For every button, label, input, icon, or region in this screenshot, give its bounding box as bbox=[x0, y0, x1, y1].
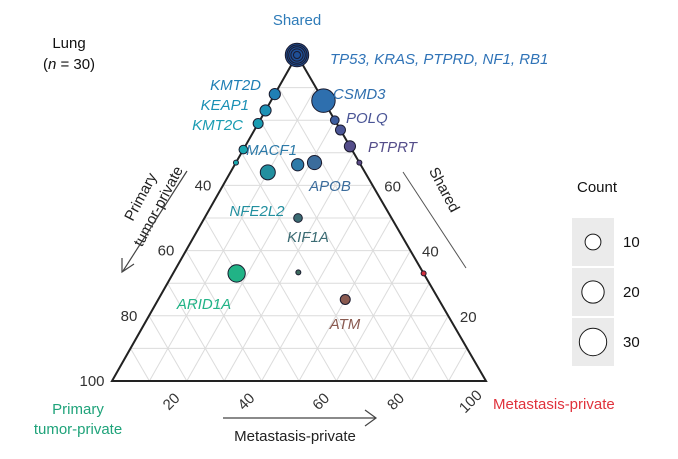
panel-subtitle-open: ( bbox=[43, 56, 48, 73]
tick-label-left: 60 bbox=[158, 243, 175, 260]
data-point bbox=[238, 144, 249, 155]
gene-label: KEAP1 bbox=[201, 97, 249, 114]
grid-line bbox=[410, 315, 449, 382]
corner-label-metastasis-private: Metastasis-private bbox=[493, 396, 615, 413]
gene-label: CSMD3 bbox=[333, 86, 386, 103]
gene-labels: TP53, KRAS, PTPRD, NF1, RB1 CSMD3 POLQ PTPR… bbox=[176, 51, 549, 333]
gene-label: MACF1 bbox=[246, 142, 297, 159]
tick-label-right: 20 bbox=[460, 309, 477, 326]
tick-label-right: 60 bbox=[384, 178, 401, 195]
data-point bbox=[329, 115, 340, 126]
gene-label: KIF1A bbox=[287, 229, 329, 246]
panel-title: Lung bbox=[52, 35, 85, 52]
grid-line bbox=[335, 250, 411, 382]
data-point bbox=[420, 270, 427, 277]
data-point bbox=[291, 158, 305, 172]
gene-label: KMT2C bbox=[192, 117, 243, 134]
data-point bbox=[259, 164, 276, 181]
data-point bbox=[339, 294, 351, 305]
gene-label: ARID1A bbox=[176, 296, 231, 313]
data-point bbox=[259, 104, 272, 117]
gene-label: APOB bbox=[308, 178, 351, 195]
data-point bbox=[293, 213, 303, 223]
grid-line bbox=[148, 315, 188, 382]
data-point bbox=[232, 159, 239, 166]
legend-label: 10 bbox=[623, 234, 640, 251]
gene-label: KMT2D bbox=[210, 77, 261, 94]
grid-line bbox=[278, 87, 450, 382]
axis-arrow-bottom bbox=[223, 409, 378, 427]
grid-line bbox=[148, 87, 317, 382]
corner-label-tumor-private: tumor-private bbox=[34, 421, 122, 438]
grid-line bbox=[204, 217, 300, 382]
panel-subtitle-rest: = 30) bbox=[56, 56, 95, 73]
grid-line bbox=[223, 152, 355, 382]
corner-label-shared: Shared bbox=[273, 12, 321, 29]
legend-label: 30 bbox=[623, 334, 640, 351]
data-point bbox=[343, 140, 357, 153]
axis-title-right: Shared bbox=[425, 165, 463, 216]
legend-label: 20 bbox=[623, 284, 640, 301]
gene-label: POLQ bbox=[346, 110, 388, 127]
legend-circle bbox=[578, 327, 608, 357]
tick-label-bottom: 60 bbox=[309, 390, 333, 414]
tick-label-bottom: 40 bbox=[235, 390, 259, 414]
tick-label-left: 100 bbox=[79, 373, 104, 390]
tick-label-bottom: 20 bbox=[160, 390, 184, 414]
tick-label-left: 80 bbox=[121, 308, 138, 325]
data-point bbox=[292, 50, 302, 60]
corner-label-primary: Primary bbox=[52, 401, 104, 418]
gene-label: TP53, KRAS, PTPRD, NF1, RB1 bbox=[330, 51, 548, 68]
gene-label: NFE2L2 bbox=[229, 203, 285, 220]
grid-line bbox=[373, 282, 430, 382]
data-point bbox=[268, 88, 281, 101]
tick-label-bottom: 100 bbox=[456, 387, 486, 417]
panel-subtitle: (n = 30) bbox=[43, 56, 95, 73]
grid-line bbox=[167, 282, 225, 382]
panel-subtitle-n: n bbox=[48, 56, 56, 73]
grid-line bbox=[241, 152, 375, 382]
data-point bbox=[295, 269, 302, 276]
legend-circle bbox=[584, 233, 602, 251]
legend-circle bbox=[581, 280, 605, 304]
tick-label-right: 40 bbox=[422, 244, 439, 261]
triangle-frame bbox=[110, 52, 488, 382]
legend-title: Count bbox=[577, 179, 618, 196]
data-point bbox=[288, 46, 306, 64]
data-point bbox=[286, 44, 308, 66]
tick-label-left: 40 bbox=[195, 177, 212, 194]
size-legend: 10 20 30 bbox=[572, 218, 640, 366]
data-points bbox=[227, 42, 427, 305]
grid-line bbox=[130, 348, 150, 382]
data-point bbox=[306, 155, 323, 171]
data-point bbox=[311, 88, 336, 113]
axis-title-bottom: Metastasis-private bbox=[234, 428, 356, 445]
data-point bbox=[227, 264, 246, 283]
gene-label: PTPRT bbox=[368, 139, 419, 156]
grid-line bbox=[448, 348, 468, 382]
tick-label-bottom: 80 bbox=[384, 390, 408, 414]
data-point bbox=[356, 159, 363, 166]
data-point bbox=[252, 117, 264, 129]
grid-line bbox=[185, 250, 263, 382]
axis-arrow-left bbox=[121, 170, 188, 274]
axis-line-right bbox=[402, 171, 467, 269]
data-point bbox=[334, 124, 346, 136]
data-point bbox=[290, 48, 304, 62]
gene-label: ATM bbox=[329, 316, 361, 333]
axis-title-left: Primary tumor-private bbox=[121, 164, 187, 250]
